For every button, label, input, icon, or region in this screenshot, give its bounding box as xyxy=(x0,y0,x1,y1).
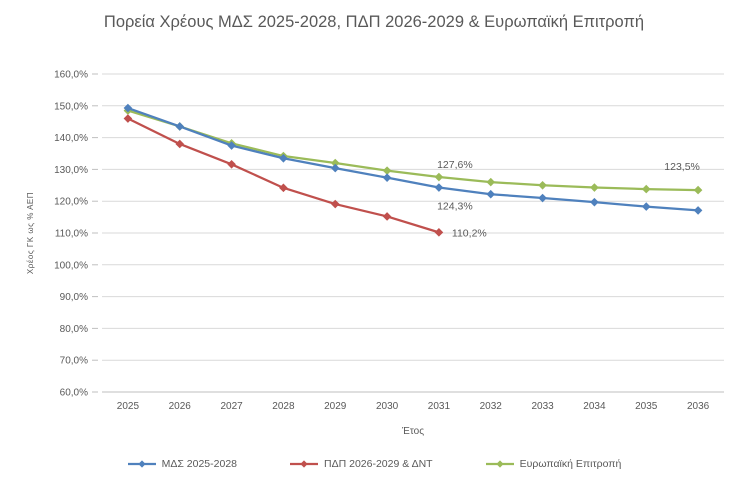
x-tick-label: 2034 xyxy=(583,401,606,412)
x-tick-label: 2028 xyxy=(272,401,295,412)
series-marker-2 xyxy=(693,185,703,195)
legend-label: ΜΔΣ 2025-2028 xyxy=(161,458,238,470)
y-tick-label: 80,0% xyxy=(60,324,88,335)
x-axis-tick-labels: 2025 2026 2027 2028 2029 2030 2031 2032 2033 2034… xyxy=(117,401,710,412)
line-chart-plot: 160,0% 150,0% 140,0% 130,0% 120,0% 110,0% 100,… xyxy=(26,70,724,437)
x-tick-label: 2036 xyxy=(687,401,710,412)
series-line-0 xyxy=(127,106,699,212)
data-label: 110,2% xyxy=(452,227,487,239)
y-tick-label: 90,0% xyxy=(60,292,88,303)
series-marker-0 xyxy=(279,153,288,163)
series-marker-2 xyxy=(434,172,444,182)
data-labels: 127,6% 124,3% 110,2% 123,5% xyxy=(437,159,700,239)
legend-diamond xyxy=(300,460,308,468)
data-label: 123,5% xyxy=(664,161,700,173)
series-marker-1 xyxy=(382,212,392,221)
series-marker-0 xyxy=(123,103,133,113)
series-marker-0 xyxy=(330,163,340,173)
x-axis-title: Έτος xyxy=(401,426,424,437)
y-axis-tick-marks xyxy=(92,73,98,393)
legend-diamond xyxy=(138,460,146,468)
series-marker-1 xyxy=(123,114,133,123)
x-tick-label: 2025 xyxy=(117,401,140,412)
x-tick-label: 2029 xyxy=(324,401,347,412)
series-marker-0 xyxy=(175,122,185,131)
y-tick-label: 70,0% xyxy=(60,356,88,367)
data-label: 124,3% xyxy=(437,201,473,213)
legend-item-1: ΠΔΠ 2026-2029 & ΔΝΤ xyxy=(289,458,433,470)
series-marker-0 xyxy=(590,197,599,207)
y-tick-label: 60,0% xyxy=(60,388,88,399)
y-axis-title: Χρέος ΓΚ ως % ΑΕΠ xyxy=(26,192,35,274)
y-tick-label: 110,0% xyxy=(55,229,88,240)
series-marker-0 xyxy=(538,193,547,203)
series-marker-1 xyxy=(330,199,340,209)
series-marker-1 xyxy=(175,139,185,149)
legend-item-0: ΜΔΣ 2025-2028 xyxy=(127,458,237,470)
y-tick-label: 160,0% xyxy=(54,70,88,81)
series-marker-0 xyxy=(641,202,651,211)
series-marker-2 xyxy=(641,184,651,194)
series-lines xyxy=(123,103,703,237)
legend-label: Ευρωπαϊκή Επιτροπή xyxy=(519,458,622,470)
legend-diamond xyxy=(496,460,504,468)
series-marker-1 xyxy=(279,183,288,193)
series-marker-2 xyxy=(382,166,392,175)
legend-label: ΠΔΠ 2026-2029 & ΔΝΤ xyxy=(324,458,433,470)
series-marker-0 xyxy=(227,141,236,150)
series-marker-2 xyxy=(590,183,599,192)
chart-legend: ΜΔΣ 2025-2028 ΠΔΠ 2026-2029 & ΔΝΤ Ευρωπαϊκ… xyxy=(0,458,748,470)
legend-marker-icon xyxy=(485,460,514,468)
y-tick-label: 120,0% xyxy=(54,197,88,208)
legend-marker-icon xyxy=(290,460,319,468)
chart-title: Πορεία Χρέους ΜΔΣ 2025-2028, ΠΔΠ 2026-20… xyxy=(103,13,645,31)
y-tick-label: 150,0% xyxy=(54,101,88,112)
series-marker-1 xyxy=(434,228,444,237)
legend-marker-icon xyxy=(127,460,156,468)
y-axis-tick-labels: 160,0% 150,0% 140,0% 130,0% 120,0% 110,0% 100,… xyxy=(54,70,88,399)
x-tick-label: 2035 xyxy=(635,401,658,412)
series-marker-0 xyxy=(434,183,444,192)
gridlines xyxy=(102,73,724,393)
y-tick-label: 100,0% xyxy=(54,260,88,271)
x-tick-label: 2032 xyxy=(480,401,503,412)
series-line-1 xyxy=(127,117,440,234)
data-label: 127,6% xyxy=(437,159,473,171)
series-marker-0 xyxy=(693,206,703,215)
series-marker-2 xyxy=(538,180,547,190)
series-line-2 xyxy=(127,109,699,192)
series-marker-2 xyxy=(486,177,496,187)
x-tick-label: 2031 xyxy=(428,401,451,412)
y-tick-label: 130,0% xyxy=(54,165,88,176)
series-marker-0 xyxy=(486,189,496,199)
legend-item-2: Ευρωπαϊκή Επιτροπή xyxy=(485,458,622,470)
x-tick-label: 2033 xyxy=(531,401,554,412)
x-tick-label: 2026 xyxy=(169,401,192,412)
series-marker-1 xyxy=(227,160,236,169)
x-tick-label: 2030 xyxy=(376,401,399,412)
x-tick-label: 2027 xyxy=(220,401,243,412)
y-tick-label: 140,0% xyxy=(54,133,88,144)
series-marker-0 xyxy=(382,173,392,182)
